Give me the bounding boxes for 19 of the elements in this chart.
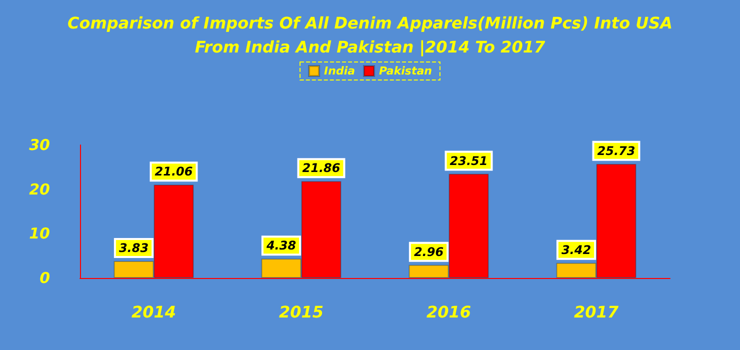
data-label: 2.96 bbox=[414, 244, 444, 259]
x-tick-label: 2014 bbox=[131, 302, 176, 322]
data-label: 3.83 bbox=[118, 241, 149, 256]
chart-title: Comparison of Imports Of All Denim Apparels(Million Pcs) Into USA From India And Pakistan |2014 To 2017 bbox=[67, 14, 673, 56]
data-label: 21.86 bbox=[302, 161, 340, 176]
x-tick-label: 2017 bbox=[574, 302, 620, 322]
data-label: 25.73 bbox=[597, 144, 636, 158]
legend-label: Pakistan bbox=[379, 64, 432, 78]
y-tick-label: 0 bbox=[40, 269, 50, 287]
legend-label: India bbox=[324, 64, 356, 78]
data-label: 3.42 bbox=[561, 242, 592, 257]
y-tick-label: 30 bbox=[29, 136, 50, 154]
y-tick-label: 20 bbox=[29, 180, 50, 198]
data-label: 23.51 bbox=[450, 154, 488, 168]
y-tick-label: 10 bbox=[29, 224, 50, 243]
x-tick-label: 2016 bbox=[426, 302, 472, 322]
x-tick-label: 2015 bbox=[278, 302, 324, 322]
data-label: 21.06 bbox=[154, 164, 193, 179]
data-label: 4.38 bbox=[265, 238, 296, 253]
